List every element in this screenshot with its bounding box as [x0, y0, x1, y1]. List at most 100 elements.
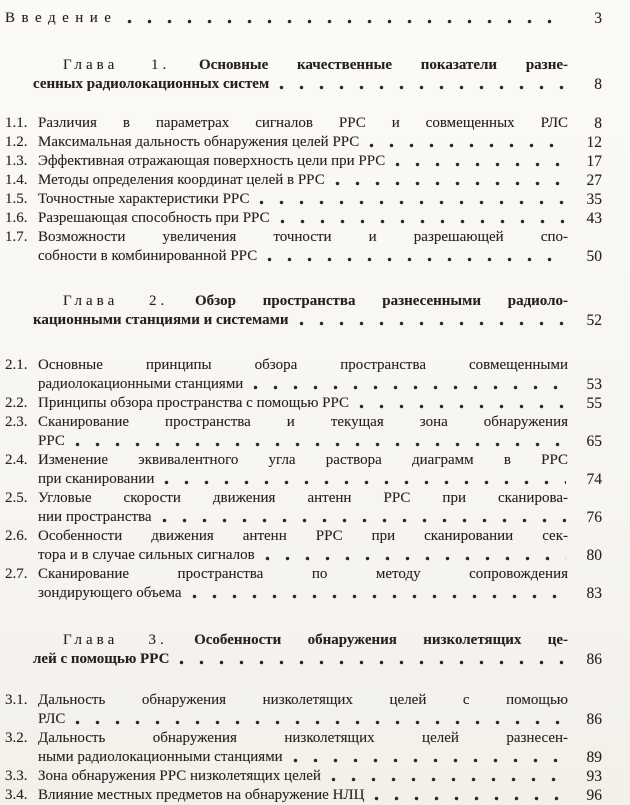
toc-entry-3-3: 3.3. Зона обнаружения РРС низколетящих ц… — [5, 767, 602, 786]
entry-title-line: Возможности увеличения точности и разреш… — [38, 229, 568, 245]
page-number: 52 — [586, 312, 603, 329]
dot-leader — [264, 556, 566, 561]
dot-leader — [374, 796, 566, 801]
entry-title-line: Особенности движения антенн РРС при скан… — [38, 528, 568, 544]
entry-number: 2.1. — [5, 357, 28, 373]
dot-leader — [179, 660, 566, 665]
chapter-1-heading: Глава 1. Основные качественные показател… — [5, 56, 602, 94]
page-number: 3 — [594, 10, 602, 27]
entry-title-line: Точностные характеристики РРС — [38, 191, 250, 207]
intro-label: Введение — [5, 10, 118, 26]
entry-title-line: РРС — [38, 433, 65, 449]
entry-title-line: Эффективная отражающая поверхность цели … — [38, 153, 386, 169]
entry-title-line: собности в комбинированной РРС — [38, 248, 258, 264]
entry-number: 1.7. — [5, 229, 28, 245]
toc-entry-2-5: 2.5. Угловые скорости движения антенн РР… — [5, 489, 602, 527]
toc-entry-1-1: 1.1. Различия в параметрах сигналов РРС … — [5, 114, 602, 133]
toc-entry-3-4: 3.4. Влияние местных предметов на обнару… — [5, 786, 602, 805]
entry-title-line: Сканирование пространства по методу сопр… — [38, 566, 568, 582]
chapter-title-line: лей с помощью РРС — [33, 651, 170, 667]
chapter-3-heading: Глава 3. Особенности обнаружения низколе… — [5, 631, 602, 669]
toc-entry-2-2: 2.2. Принципы обзора пространства с помо… — [5, 394, 602, 413]
dot-leader — [292, 758, 566, 763]
entry-number: 3.1. — [5, 692, 28, 708]
entry-number: 2.7. — [5, 566, 28, 582]
entry-title-line: Дальность обнаружения низколетящих целей… — [38, 730, 568, 746]
toc-entry-1-3: 1.3. Эффективная отражающая поверхность … — [5, 152, 602, 171]
toc-entry-3-1: 3.1. Дальность обнаружения низколетящих … — [5, 691, 602, 729]
entry-number: 2.3. — [5, 414, 28, 430]
entry-title-line: РЛС — [38, 711, 66, 727]
chapter-title-line: Обзор пространства разнесенными радиоло- — [195, 293, 569, 309]
dot-leader — [369, 143, 566, 148]
toc-entry-1-4: 1.4. Методы определения координат целей … — [5, 171, 602, 190]
page-number: 93 — [586, 768, 603, 785]
toc-entry-3-2: 3.2. Дальность обнаружения низколетящих … — [5, 729, 602, 767]
entry-number: 1.2. — [5, 134, 28, 150]
toc-entry-1-7: 1.7. Возможности увеличения точности и р… — [5, 228, 602, 266]
toc-entry-introduction: Введение 3 — [5, 9, 602, 28]
chapter-title-line: Особенности обнаружения низколетящих це- — [194, 632, 569, 648]
dot-leader — [164, 480, 566, 485]
entry-number: 2.5. — [5, 490, 28, 506]
entry-number: 2.6. — [5, 528, 28, 544]
entry-number: 2.4. — [5, 452, 28, 468]
dot-leader — [267, 257, 566, 262]
toc-entry-1-2: 1.2. Максимальная дальность обнаружения … — [5, 133, 602, 152]
entry-title-line: радиолокационными станциями — [38, 376, 244, 392]
dot-leader — [253, 385, 566, 390]
entry-title-line: Влияние местных предметов на обнаружение… — [38, 787, 365, 803]
entry-number: 1.6. — [5, 210, 28, 226]
dot-leader — [191, 594, 566, 599]
dot-leader — [74, 442, 566, 447]
toc-entry-1-6: 1.6. Разрешающая способность при РРС 43 — [5, 209, 602, 228]
page-number: 65 — [586, 433, 603, 450]
entry-title-line: нии пространства — [38, 509, 152, 525]
entry-number: 1.5. — [5, 191, 28, 207]
page-number: 53 — [586, 376, 603, 393]
toc-entry-2-6: 2.6. Особенности движения антенн РРС при… — [5, 527, 602, 565]
dot-leader — [298, 321, 566, 326]
entry-title-line: ными радиолокационными станциями — [38, 749, 283, 765]
toc-entry-2-4: 2.4. Изменение эквивалентного угла раств… — [5, 451, 602, 489]
page-number: 17 — [586, 153, 603, 170]
chapter-2-heading: Глава 2. Обзор пространства разнесенными… — [5, 292, 602, 330]
entry-title-line: Основные принципы обзора пространства со… — [38, 357, 568, 373]
entry-title-line: зондирующего объема — [38, 585, 182, 601]
chapter-title-line: Основные качественные показатели разне- — [199, 57, 569, 73]
toc-entry-2-7: 2.7. Сканирование пространства по методу… — [5, 565, 602, 603]
entry-number: 1.1. — [5, 115, 28, 131]
page-number: 96 — [586, 787, 603, 804]
entry-number: 1.3. — [5, 153, 28, 169]
dot-leader — [359, 404, 566, 409]
dot-leader — [259, 200, 566, 205]
entry-title-line: Различия в параметрах сигналов РРС и сов… — [38, 115, 568, 131]
page-number: 27 — [586, 172, 603, 189]
entry-number: 2.2. — [5, 395, 28, 411]
entry-number: 3.2. — [5, 730, 28, 746]
page-number: 55 — [586, 395, 603, 412]
entry-number: 3.3. — [5, 768, 28, 784]
entry-title-line: Принципы обзора пространства с помощью Р… — [38, 395, 350, 411]
toc-entry-2-3: 2.3. Сканирование пространства и текущая… — [5, 413, 602, 451]
entry-title-line: Сканирование пространства и текущая зона… — [38, 414, 568, 430]
dot-leader — [279, 219, 566, 224]
chapter-title-line: сенных радиолокационных систем — [33, 76, 270, 92]
chapter-title-line: кационными станциями и системами — [33, 312, 289, 328]
toc-entry-2-1: 2.1. Основные принципы обзора пространст… — [5, 356, 602, 394]
page-number: 8 — [594, 115, 602, 132]
entry-number: 1.4. — [5, 172, 28, 188]
dot-leader — [161, 518, 566, 523]
entry-title-line: Дальность обнаружения низколетящих целей… — [38, 692, 568, 708]
dot-leader — [330, 777, 566, 782]
dot-leader — [279, 85, 566, 90]
entry-title-line: Максимальная дальность обнаружения целей… — [38, 134, 360, 150]
entry-title-line: Изменение эквивалентного угла раствора д… — [38, 452, 568, 468]
page-number: 43 — [586, 210, 603, 227]
dot-leader — [127, 19, 566, 24]
entry-number: 3.4. — [5, 787, 28, 803]
page-number: 8 — [594, 76, 602, 93]
page-number: 86 — [586, 711, 603, 728]
page-number: 74 — [586, 471, 603, 488]
